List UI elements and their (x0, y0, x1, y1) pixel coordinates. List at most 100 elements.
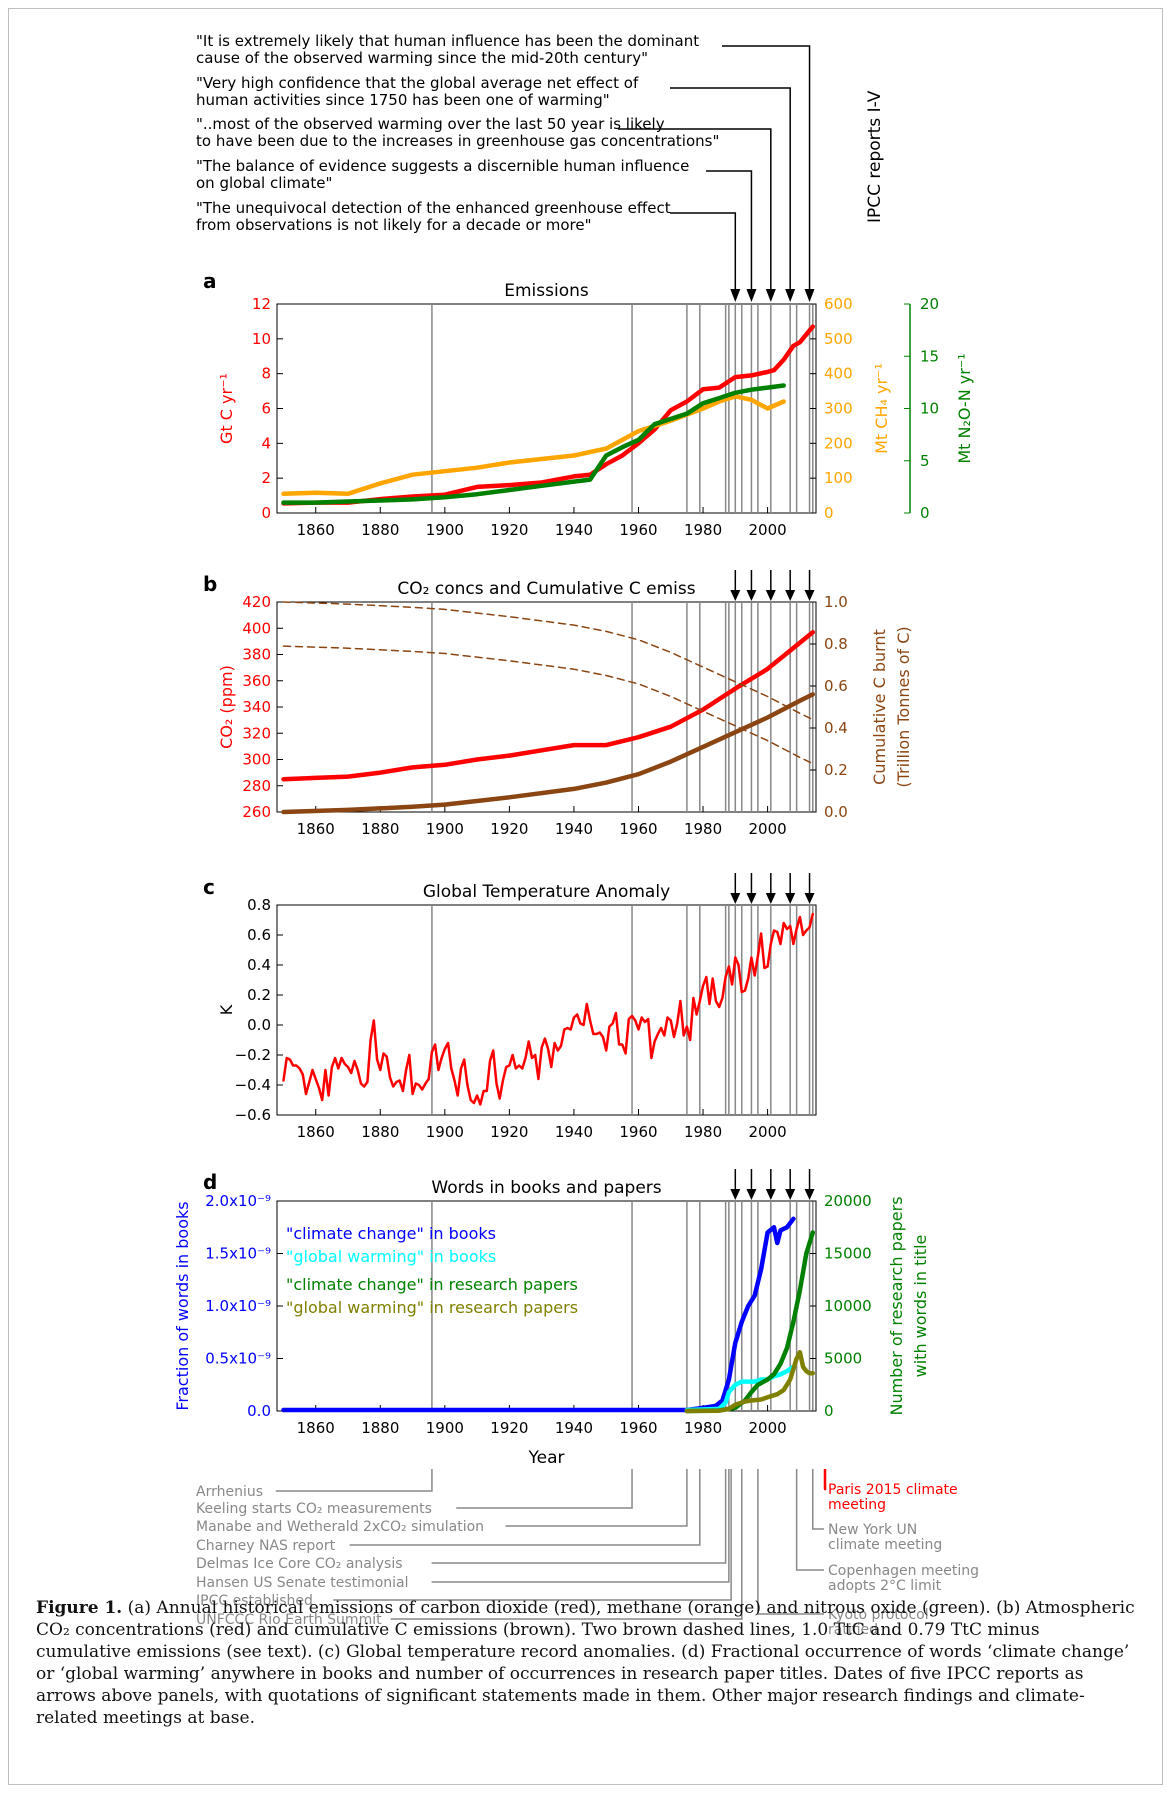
x-tick-label: 1860 (297, 1419, 335, 1437)
x-tick-label: 1900 (426, 820, 464, 838)
y-tick-label: 0 (824, 504, 834, 522)
x-tick-label: 1940 (555, 1419, 593, 1437)
y-tick-label: −0.6 (235, 1106, 271, 1124)
y-tick-label: 500 (824, 330, 853, 348)
y-tick-label: 260 (242, 803, 271, 821)
x-tick-label: 1960 (619, 1123, 657, 1141)
ipcc-arrow-icon (746, 1189, 757, 1200)
x-tick-label: 2000 (748, 820, 786, 838)
y-axis-label-line2: (Trillion Tonnes of C) (894, 626, 913, 787)
y-tick-label: 4 (261, 434, 271, 452)
x-tick-label: 1920 (490, 820, 528, 838)
y-tick-label: 0.5x10⁻⁹ (205, 1350, 271, 1368)
y-tick-label: 10000 (824, 1297, 872, 1315)
ipcc-reports-label: IPCC reports I-V (865, 90, 885, 223)
ipcc-arrow-icon (804, 1189, 815, 1200)
chart-title: Emissions (504, 281, 589, 301)
caption-text: (a) Annual historical emissions of carbo… (36, 1598, 1135, 1728)
y-tick-label: 0.8 (824, 635, 848, 653)
y-tick-label: 0 (261, 504, 271, 522)
y-tick-label: 0.0 (824, 803, 848, 821)
ipcc-arrow-icon (730, 893, 741, 904)
quote-line: human activities since 1750 has been one… (196, 91, 610, 109)
series-line (684, 1230, 816, 1414)
event-label: Delmas Ice Core CO₂ analysis (196, 1556, 403, 1572)
event-label: Kyoto protocol (828, 1607, 929, 1623)
ipcc-arrow-icon (730, 1189, 741, 1200)
quote-line: "Very high confidence that the global av… (196, 74, 639, 92)
quote-line: "The balance of evidence suggests a disc… (196, 157, 689, 175)
ipcc-arrow-icon (804, 590, 815, 601)
x-tick-label: 1980 (684, 1123, 722, 1141)
ipcc-arrow-icon (765, 893, 776, 904)
y-tick-label: 8 (261, 365, 271, 383)
y-tick-label: 0.4 (824, 719, 848, 737)
y-tick-label: 0.2 (824, 761, 848, 779)
panel-b: b CO₂ concs and Cumulative C emiss 1860 188… (203, 570, 913, 838)
panel-letter: b (203, 572, 217, 596)
y-tick-label: 0 (920, 504, 930, 522)
x-tick-label: 1920 (490, 521, 528, 539)
y-tick-label: 0.6 (824, 677, 848, 695)
x-tick-label: 1900 (426, 1419, 464, 1437)
event-connector (795, 1469, 824, 1571)
event-connector (812, 1469, 824, 1530)
event-label: Charney NAS report (196, 1538, 336, 1554)
x-tick-label: 1860 (297, 820, 335, 838)
y-tick-label: 5 (920, 452, 930, 470)
y-axis-label: Mt CH₄ yr⁻¹ (872, 363, 891, 454)
x-tick-label: 2000 (748, 1419, 786, 1437)
y-axis-label: K (217, 1004, 236, 1015)
chart-title: CO₂ concs and Cumulative C emiss (397, 579, 695, 599)
y-tick-label: 300 (824, 400, 853, 418)
y-tick-label: 420 (242, 593, 271, 611)
panel-letter: a (203, 269, 217, 293)
series-line (282, 645, 814, 765)
x-tick-label: 1920 (490, 1419, 528, 1437)
y-tick-label: 2 (261, 469, 271, 487)
event-label: climate meeting (828, 1537, 942, 1553)
event-label: Paris 2015 climate (828, 1482, 958, 1498)
panel-c: c Global Temperature Anomaly 1860 1880 1900 1… (203, 873, 817, 1141)
y-tick-label: 10 (920, 400, 939, 418)
x-tick-label: 1880 (361, 1123, 399, 1141)
x-tick-label: 1860 (297, 521, 335, 539)
y-tick-label: −0.4 (235, 1076, 271, 1094)
event-connector (456, 1469, 633, 1509)
y-tick-label: 2.0x10⁻⁹ (205, 1192, 271, 1210)
x-tick-label: 1960 (619, 820, 657, 838)
event-connector (349, 1469, 701, 1546)
y-tick-label: 1.0x10⁻⁹ (205, 1297, 271, 1315)
figure-frame (8, 8, 1163, 1785)
event-label: Copenhagen meeting (828, 1563, 979, 1579)
ipcc-arrow-icon (785, 1189, 796, 1200)
x-tick-label: 1980 (684, 1419, 722, 1437)
y-tick-label: 360 (242, 672, 271, 690)
series-line (684, 1364, 796, 1413)
y-tick-label: 0.4 (247, 956, 271, 974)
plot-frame (276, 904, 817, 1116)
caption-figure-label: Figure 1. (36, 1598, 123, 1618)
ipcc-arrow-icon (746, 893, 757, 904)
ipcc-arrow-icon (804, 289, 815, 302)
quote-connector (722, 45, 811, 298)
quote-line: "The unequivocal detection of the enhanc… (196, 199, 671, 217)
series-line (281, 324, 816, 506)
x-tick-label: 1940 (555, 820, 593, 838)
event-connector (823, 1469, 827, 1491)
event-connector (275, 1469, 433, 1492)
y-axis-label: Cumulative C burnt (870, 629, 889, 785)
y-tick-label: 280 (242, 777, 271, 795)
quote-connector (618, 128, 772, 298)
event-label: Keeling starts CO₂ measurements (196, 1501, 432, 1517)
x-tick-label: 1960 (619, 1419, 657, 1437)
ipcc-arrow-icon (785, 893, 796, 904)
series-line (282, 912, 815, 1106)
ipcc-arrow-icon (785, 590, 796, 601)
panel-d: d Words in books and papers 1860 1880 1900 19… (173, 1169, 930, 1468)
quote-line: cause of the observed warming since the … (196, 49, 648, 67)
event-label: ratified (828, 1622, 878, 1638)
y-tick-label: 400 (824, 365, 853, 383)
